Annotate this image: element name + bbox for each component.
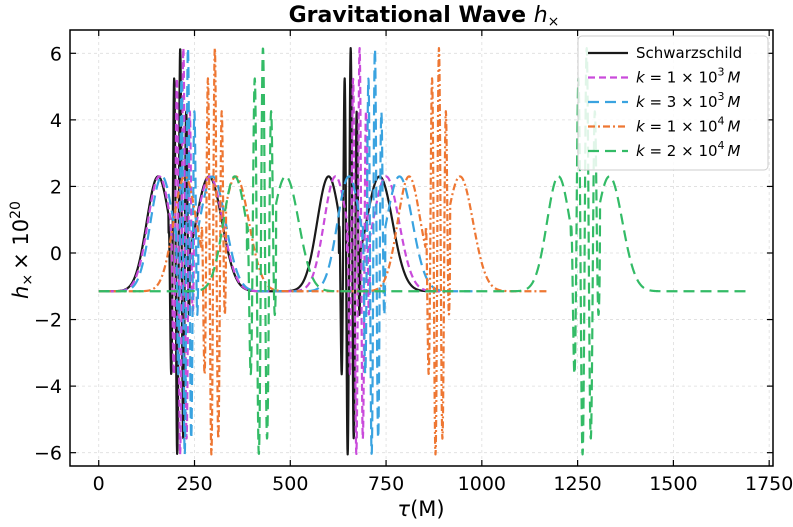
y-axis-exponent: 20	[8, 201, 24, 219]
series-line	[97, 46, 474, 456]
y-axis-factor: × 10	[9, 219, 33, 270]
y-tick-label: 0	[50, 243, 62, 265]
x-tick-label: 500	[272, 473, 308, 495]
x-axis-unit: (M)	[410, 497, 445, 521]
plot-frame	[69, 29, 774, 467]
title-symbol: h	[534, 3, 548, 28]
title-main: Gravitational Wave	[289, 3, 526, 28]
y-axis-subscript: ×	[20, 274, 36, 286]
legend-label: k = 3 × 103 M	[636, 90, 741, 111]
series-layer	[97, 46, 747, 456]
legend: Schwarzschild k = 1 × 103 M k = 3 × 103 M k =…	[577, 35, 769, 171]
title-subscript: ×	[548, 14, 560, 30]
x-tick-label: 1250	[553, 473, 601, 495]
x-tick-label: 1750	[745, 473, 793, 495]
x-tick-label: 1500	[649, 473, 697, 495]
x-tick-label: 250	[176, 473, 212, 495]
series-line	[97, 47, 747, 456]
legend-label: Schwarzschild	[636, 44, 742, 62]
legend-box	[577, 35, 769, 171]
y-axis-symbol: h	[9, 286, 33, 299]
legend-label: k = 1 × 103 M	[636, 66, 741, 87]
x-tick-label: 1000	[458, 473, 506, 495]
axis-ticks: 0 250 500 750 1000 1250 1500 1750 −6 −4 −2 0 2 4 6	[34, 30, 793, 495]
x-tick-label: 0	[93, 473, 105, 495]
y-tick-label: −4	[34, 376, 62, 398]
y-tick-label: 2	[50, 176, 62, 198]
y-tick-label: −6	[34, 443, 62, 465]
x-tick-label: 750	[368, 473, 404, 495]
x-axis-symbol: τ	[397, 497, 410, 521]
legend-label: k = 1 × 104 M	[636, 115, 741, 136]
y-tick-label: 4	[50, 110, 62, 132]
chart-title: Gravitational Wave h×	[289, 3, 560, 30]
y-tick-label: 6	[50, 43, 62, 65]
series-line	[97, 46, 548, 456]
y-tick-label: −2	[34, 310, 62, 332]
x-axis-label: τ(M)	[397, 497, 444, 521]
legend-label: k = 2 × 104 M	[636, 139, 741, 160]
y-axis-label: h× × 1020	[8, 201, 36, 299]
